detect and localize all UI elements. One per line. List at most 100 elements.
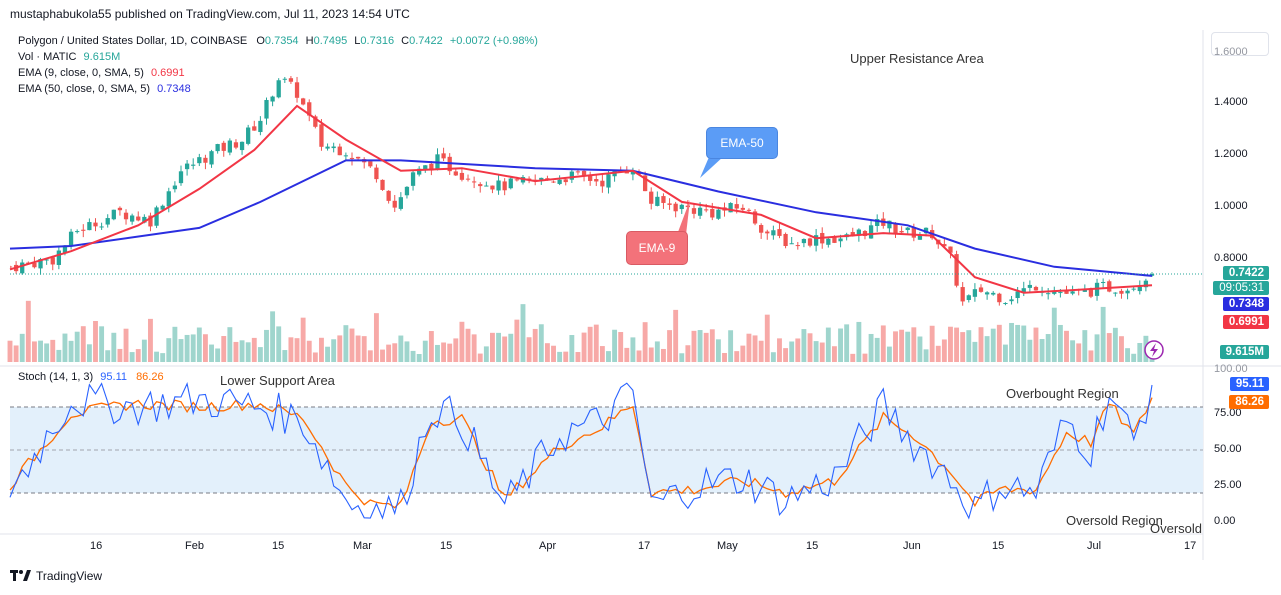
candle-body <box>856 229 862 236</box>
high-label: H <box>305 35 314 47</box>
volume-bar <box>1039 339 1045 362</box>
volume-bar <box>966 330 972 362</box>
candle-body <box>374 167 379 180</box>
time-tick-12: Jul <box>1087 540 1102 552</box>
volume-bar <box>520 304 526 362</box>
volume-bar <box>599 346 605 362</box>
candle-body <box>1052 290 1057 294</box>
price-tick-2: 1.4000 <box>1214 96 1248 108</box>
volume-bar <box>306 340 312 362</box>
candle-body <box>325 146 330 149</box>
candle-body <box>991 292 996 295</box>
candle-body <box>191 164 196 166</box>
volume-bar <box>325 346 331 362</box>
volume-bar <box>209 344 214 362</box>
candle-body <box>258 120 263 133</box>
volume-bar <box>532 328 538 362</box>
stoch-legend: Stoch (14, 1, 3) 95.11 86.26 <box>18 371 164 383</box>
candle-body <box>1015 291 1020 299</box>
volume-bar <box>141 339 147 362</box>
volume-bar <box>1015 324 1021 362</box>
volume-bar <box>526 337 532 362</box>
lightning-icon[interactable] <box>1144 340 1164 360</box>
volume-bar <box>935 345 941 362</box>
candle-body <box>960 287 965 302</box>
time-tick-10: Jun <box>903 540 921 552</box>
volume-bar <box>746 333 752 362</box>
candle-body <box>227 140 232 153</box>
candle-body <box>392 200 397 208</box>
volume-bar <box>777 338 782 362</box>
volume-bar <box>361 336 367 362</box>
symbol-legend: Polygon / United States Dollar, 1D, COIN… <box>18 33 538 49</box>
volume-bar <box>1021 325 1027 362</box>
ema9-badge: 0.6991 <box>1222 315 1269 329</box>
candle-body <box>575 171 581 173</box>
volume-bar <box>202 334 208 362</box>
volume-bar <box>123 328 129 362</box>
candle-body <box>93 222 98 227</box>
candle-body <box>1027 284 1032 288</box>
candle-body <box>740 207 745 210</box>
volume-bar <box>129 352 135 362</box>
volume-bar <box>917 336 923 362</box>
stoch-k-line <box>9 382 1153 520</box>
volume-bar <box>899 329 905 362</box>
tradingview-logo-icon <box>10 570 31 581</box>
candle-body <box>948 246 953 253</box>
candlesticks <box>10 76 1155 306</box>
ema50-value: 0.7348 <box>157 83 191 95</box>
close-value: 0.7422 <box>409 35 443 47</box>
lower-support-label: Lower Support Area <box>220 373 335 388</box>
volume-bar <box>349 328 355 362</box>
stoch-tick-25: 25.00 <box>1214 479 1242 491</box>
volume-bar <box>74 331 80 362</box>
volume-bar <box>44 343 50 362</box>
candle-body <box>429 163 434 171</box>
volume-bar <box>105 350 111 362</box>
volume-bar <box>459 321 465 362</box>
volume-legend: Vol · MATIC 9.615M <box>18 49 120 65</box>
volume-bar <box>50 339 56 362</box>
volume-value: 9.615M <box>83 51 121 63</box>
candle-body <box>111 209 116 220</box>
candle-body <box>563 179 568 183</box>
volume-bar <box>386 344 392 362</box>
candle-body <box>838 238 843 242</box>
candle-body <box>887 220 892 229</box>
volume-bar <box>587 326 593 362</box>
candle-body <box>868 225 874 239</box>
candle-body <box>594 179 599 182</box>
volume-label: Vol · MATIC <box>18 51 77 63</box>
candle-body <box>1033 286 1039 291</box>
volume-bar <box>508 333 514 362</box>
candle-body <box>923 227 929 234</box>
volume-bar <box>68 340 74 362</box>
candle-body <box>478 184 483 187</box>
candle-body <box>1143 280 1149 288</box>
volume-bar <box>331 339 337 362</box>
volume-bar <box>355 335 361 362</box>
volume-bar <box>496 332 501 362</box>
candle-body <box>130 215 135 222</box>
volume-bar <box>435 344 440 362</box>
candle-body <box>917 234 923 240</box>
candle-body <box>710 208 715 218</box>
candle-body <box>276 80 281 98</box>
volume-bar <box>795 338 801 362</box>
candle-body <box>337 146 342 156</box>
volume-bar <box>831 346 837 362</box>
time-tick-7: 17 <box>638 540 651 552</box>
candle-body <box>404 186 410 196</box>
volume-bar <box>606 351 611 362</box>
volume-bar <box>367 350 373 362</box>
volume-bar <box>1002 344 1008 362</box>
volume-bar <box>135 349 141 362</box>
candle-body <box>142 216 147 223</box>
volume-bar <box>978 327 984 362</box>
footer-brand[interactable]: TradingView <box>10 569 102 583</box>
volume-bar <box>490 332 495 362</box>
chart-menu-button[interactable] <box>1211 32 1269 56</box>
candle-body <box>307 102 312 116</box>
